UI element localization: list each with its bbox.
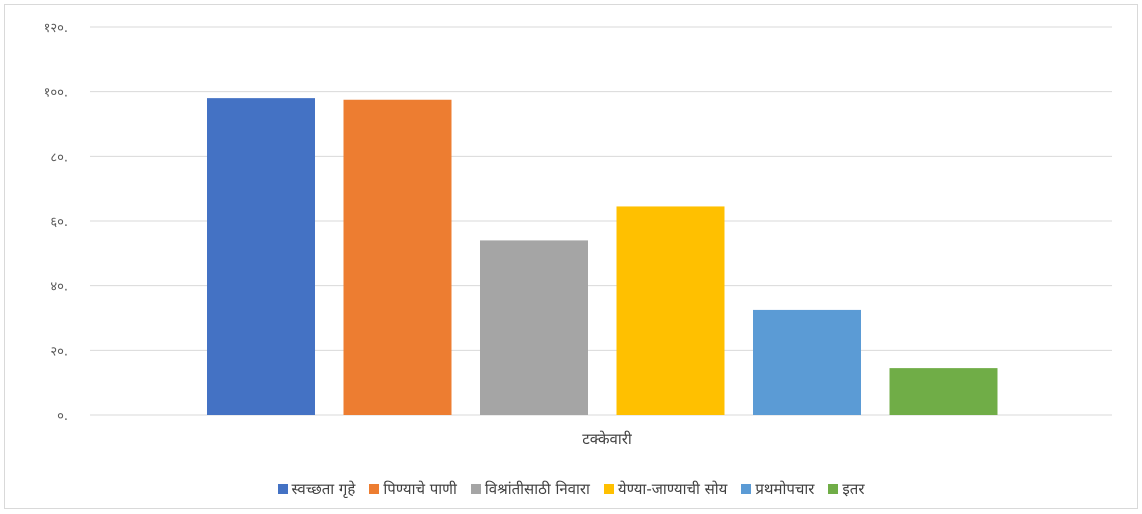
y-tick-label: ६०. (50, 215, 68, 230)
legend-swatch (277, 484, 288, 494)
legend-swatch (603, 484, 614, 494)
legend-swatch (828, 484, 839, 494)
legend-swatch (369, 484, 380, 494)
y-tick-label: ४०. (50, 280, 68, 295)
bars (207, 98, 998, 415)
bar-3 (480, 240, 588, 415)
legend-item: प्रथमोपचार (741, 479, 814, 499)
legend-label: इतर (842, 480, 865, 498)
bar-1 (207, 98, 315, 415)
y-tick-label: ८०. (50, 150, 68, 165)
legend-label: प्रथमोपचार (755, 480, 815, 498)
y-tick-label: ०. (57, 409, 68, 424)
legend: स्वच्छता गृहे पिण्याचे पाणी विश्रांतीसाठी … (0, 478, 1142, 500)
bar-6 (889, 368, 998, 415)
y-axis-ticks: ०. २०. ४०. ६०. ८०. १००. १२०. (44, 21, 68, 424)
bar-5 (753, 309, 861, 415)
legend-label: विश्रांतीसाठी निवारा (484, 480, 590, 498)
legend-item: येण्या-जाण्याची सोय (603, 479, 728, 499)
x-axis-categories: टक्केवारी (582, 430, 633, 448)
legend-item: पिण्याचे पाणी (369, 479, 457, 499)
legend-swatch (741, 484, 752, 494)
y-tick-label: १००. (44, 86, 68, 101)
legend-swatch (470, 484, 481, 494)
x-category-label: टक्केवारी (582, 430, 633, 448)
bar-2 (343, 99, 452, 415)
bar-4 (616, 206, 725, 415)
legend-item: स्वच्छता गृहे (277, 479, 356, 499)
legend-label: पिण्याचे पाणी (383, 480, 457, 498)
y-tick-label: २०. (50, 344, 68, 359)
legend-item: विश्रांतीसाठी निवारा (470, 479, 590, 499)
legend-label: स्वच्छता गृहे (291, 480, 356, 498)
legend-item: इतर (828, 479, 864, 499)
legend-label: येण्या-जाण्याची सोय (617, 480, 728, 498)
y-tick-label: १२०. (44, 21, 68, 36)
